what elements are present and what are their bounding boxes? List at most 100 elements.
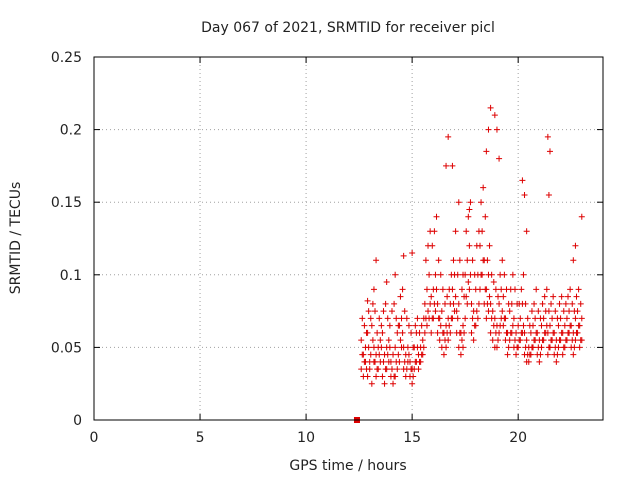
data-point [450,300,457,307]
data-point [466,286,473,293]
data-point [558,293,565,300]
data-point [537,315,544,322]
data-point [468,329,475,336]
data-point [412,322,419,329]
data-point [398,315,405,322]
x-tick-label: 15 [403,430,421,446]
data-point [414,315,421,322]
data-point [504,351,511,358]
data-point [511,286,518,293]
data-point [452,293,459,300]
data-point [478,199,485,206]
data-point [488,271,495,278]
data-point [484,300,491,307]
data-point [460,271,467,278]
x-axis-label: GPS time / hours [289,458,406,474]
tick-layer: 0 5 10 15 20 0 0.05 0.1 0.15 0.2 0.25 [51,50,603,446]
data-point [458,337,465,344]
data-point [450,257,457,264]
data-point [471,322,478,329]
data-point [578,213,585,220]
data-point [558,329,565,336]
data-point [495,337,502,344]
data-point [397,293,404,300]
data-point [363,329,370,336]
data-point [548,300,555,307]
data-point [426,271,433,278]
data-point [565,329,572,336]
data-point [492,286,499,293]
data-point [543,322,550,329]
data-point [535,344,542,351]
data-point [434,329,441,336]
data-point [393,358,400,365]
chart-title: Day 067 of 2021, SRMTID for receiver pic… [201,20,495,36]
data-point [385,358,392,365]
data-point [509,271,516,278]
data-point [531,337,538,344]
data-point [491,112,498,119]
data-point [449,162,456,169]
data-point [378,322,385,329]
data-point [433,213,440,220]
data-point [506,337,513,344]
data-point [575,322,582,329]
data-point [474,315,481,322]
data-point [409,250,416,257]
data-point [418,322,425,329]
data-point [569,337,576,344]
data-point [541,293,548,300]
data-point [444,329,451,336]
data-point [536,358,543,365]
data-point [554,315,561,322]
data-point [546,148,553,155]
x-tick-label: 10 [297,430,315,446]
data-point [446,286,453,293]
data-point [498,286,505,293]
data-point [544,133,551,140]
data-point [379,373,386,380]
data-point [416,329,423,336]
data-point [380,308,387,315]
data-point [369,300,376,307]
data-point [526,351,533,358]
data-point [390,380,397,387]
data-point [367,351,374,358]
data-point [483,315,490,322]
data-point [525,358,532,365]
data-point [384,351,391,358]
data-point [571,308,578,315]
data-point [374,366,381,373]
data-point [448,315,455,322]
data-point [394,366,401,373]
data-point [441,337,448,344]
data-point [420,344,427,351]
data-point [384,315,391,322]
data-point [507,329,514,336]
data-point [473,242,480,249]
data-point [556,300,563,307]
data-point [465,279,472,286]
data-point [492,329,499,336]
data-point [359,351,366,358]
data-point [456,257,463,264]
data-point [464,300,471,307]
data-point [415,366,422,373]
data-point [499,257,506,264]
data-point [421,300,428,307]
points-layer [353,104,585,423]
data-point [500,293,507,300]
y-tick-label: 0.25 [51,50,82,66]
data-point [410,373,417,380]
data-point [404,344,411,351]
data-point [569,300,576,307]
data-point [545,344,552,351]
data-point [538,322,545,329]
data-point [520,322,527,329]
data-point [382,366,389,373]
data-point [376,351,383,358]
data-point [361,322,368,329]
data-point [559,351,566,358]
data-point [444,293,451,300]
